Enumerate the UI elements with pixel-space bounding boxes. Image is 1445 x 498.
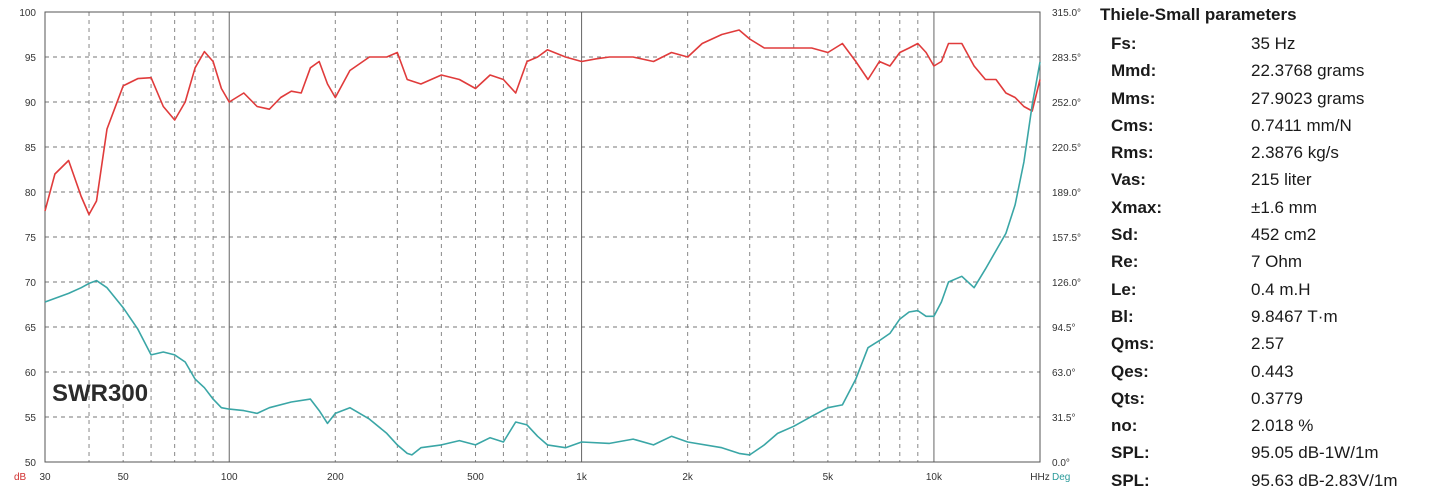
right-tick-label: 252.0° [1052,98,1081,109]
ts-param-value: 215 liter [1251,170,1311,190]
right-tick-label: 94.5° [1052,323,1075,334]
right-tick-label: 315.0° [1052,8,1081,19]
left-tick-label: 95 [25,53,37,64]
ts-param-name: SPL: [1111,443,1150,463]
ts-param-name: Re: [1111,252,1138,272]
ts-param-value: 95.05 dB-1W/1m [1251,443,1379,463]
ts-param-value: 0.7411 mm/N [1251,116,1352,136]
ts-row: Qms: 2.57 [1100,334,1440,361]
thiele-small-panel: Thiele-Small parameters Fs: 35 Hz Mmd: 22.3… [1100,5,1440,498]
ts-param-name: Qms: [1111,334,1154,354]
left-tick-label: 65 [25,323,37,334]
ts-param-name: Bl: [1111,307,1134,327]
ts-param-name: Mms: [1111,89,1155,109]
x-tick-label: 5k [823,472,835,483]
x-tick-label: 500 [467,472,484,483]
ts-row: Qts: 0.3779 [1100,389,1440,416]
ts-param-value: 0.4 m.H [1251,280,1311,300]
ts-param-name: Sd: [1111,225,1138,245]
ts-param-name: Mmd: [1111,61,1156,81]
frequency-response-chart: 100 95 90 85 80 75 70 65 60 55 50 315.0° 283.5° 252.… [0,0,1095,490]
ts-param-value: ±1.6 mm [1251,198,1317,218]
x-tick-label: HHz [1030,472,1049,483]
ts-param-name: Vas: [1111,170,1146,190]
ts-param-name: SPL: [1111,471,1150,491]
ts-param-name: Xmax: [1111,198,1162,218]
right-axis-unit: Deg [1052,472,1070,483]
ts-row: Rms: 2.3876 kg/s [1100,143,1440,170]
ts-param-value: 27.9023 grams [1251,89,1364,109]
ts-row: Qes: 0.443 [1100,362,1440,389]
right-tick-label: 220.5° [1052,143,1081,154]
ts-row: no: 2.018 % [1100,416,1440,443]
right-tick-label: 63.0° [1052,368,1075,379]
ts-row: Cms: 0.7411 mm/N [1100,116,1440,143]
ts-param-name: Qts: [1111,389,1145,409]
x-tick-label: 30 [39,472,51,483]
left-tick-label: 85 [25,143,37,154]
left-tick-label: 90 [25,98,37,109]
left-tick-label: 70 [25,278,37,289]
x-tick-label: 100 [221,472,238,483]
ts-row: Le: 0.4 m.H [1100,280,1440,307]
right-tick-label: 31.5° [1052,413,1075,424]
left-tick-label: 100 [19,8,36,19]
ts-row: Mms: 27.9023 grams [1100,89,1440,116]
right-tick-label: 126.0° [1052,278,1081,289]
ts-param-value: 2.018 % [1251,416,1313,436]
x-axis-ticks: 30 50 100 200 500 1k 2k 5k 10k HHz [39,472,1049,483]
left-tick-label: 50 [25,458,37,469]
right-tick-label: 0.0° [1052,458,1070,469]
series-layer [45,30,1040,455]
x-tick-label: 50 [118,472,130,483]
left-axis-ticks: 100 95 90 85 80 75 70 65 60 55 50 [19,8,36,469]
right-tick-label: 283.5° [1052,53,1081,64]
left-tick-label: 80 [25,188,37,199]
ts-param-name: no: [1111,416,1137,436]
ts-row: Vas: 215 liter [1100,170,1440,197]
left-tick-label: 75 [25,233,37,244]
ts-row: Fs: 35 Hz [1100,34,1440,61]
ts-param-name: Rms: [1111,143,1154,163]
x-tick-label: 10k [926,472,943,483]
ts-title: Thiele-Small parameters [1100,5,1440,25]
left-tick-label: 55 [25,413,37,424]
ts-row: Xmax: ±1.6 mm [1100,198,1440,225]
ts-param-value: 2.57 [1251,334,1284,354]
ts-param-value: 95.63 dB-2.83V/1m [1251,471,1397,491]
chart-grid [45,12,1040,462]
ts-row: Mmd: 22.3768 grams [1100,61,1440,88]
ts-row: SPL: 95.05 dB-1W/1m [1100,443,1440,470]
x-tick-label: 200 [327,472,344,483]
ts-param-name: Fs: [1111,34,1137,54]
ts-param-value: 0.443 [1251,362,1294,382]
right-tick-label: 189.0° [1052,188,1081,199]
left-tick-label: 60 [25,368,37,379]
right-tick-label: 157.5° [1052,233,1081,244]
ts-row: SPL: 95.63 dB-2.83V/1m [1100,471,1440,498]
ts-param-value: 2.3876 kg/s [1251,143,1339,163]
ts-param-name: Le: [1111,280,1137,300]
x-tick-label: 2k [682,472,694,483]
ts-param-name: Qes: [1111,362,1149,382]
ts-param-value: 7 Ohm [1251,252,1302,272]
phase-response-line [45,62,1040,455]
ts-param-value: 9.8467 T·m [1251,307,1338,327]
ts-row: Sd: 452 cm2 [1100,225,1440,252]
ts-param-value: 22.3768 grams [1251,61,1364,81]
ts-row: Re: 7 Ohm [1100,252,1440,279]
ts-param-value: 35 Hz [1251,34,1295,54]
ts-row: Bl: 9.8467 T·m [1100,307,1440,334]
x-tick-label: 1k [576,472,588,483]
ts-param-value: 0.3779 [1251,389,1303,409]
model-label: SWR300 [52,380,148,407]
ts-param-name: Cms: [1111,116,1154,136]
left-axis-unit: dB [14,472,27,483]
right-axis-ticks: 315.0° 283.5° 252.0° 220.5° 189.0° 157.5° 126.… [1052,8,1081,469]
ts-rows: Fs: 35 Hz Mmd: 22.3768 grams Mms: 27.9023 gra… [1100,34,1440,498]
ts-param-value: 452 cm2 [1251,225,1316,245]
spl-response-line [45,30,1040,215]
